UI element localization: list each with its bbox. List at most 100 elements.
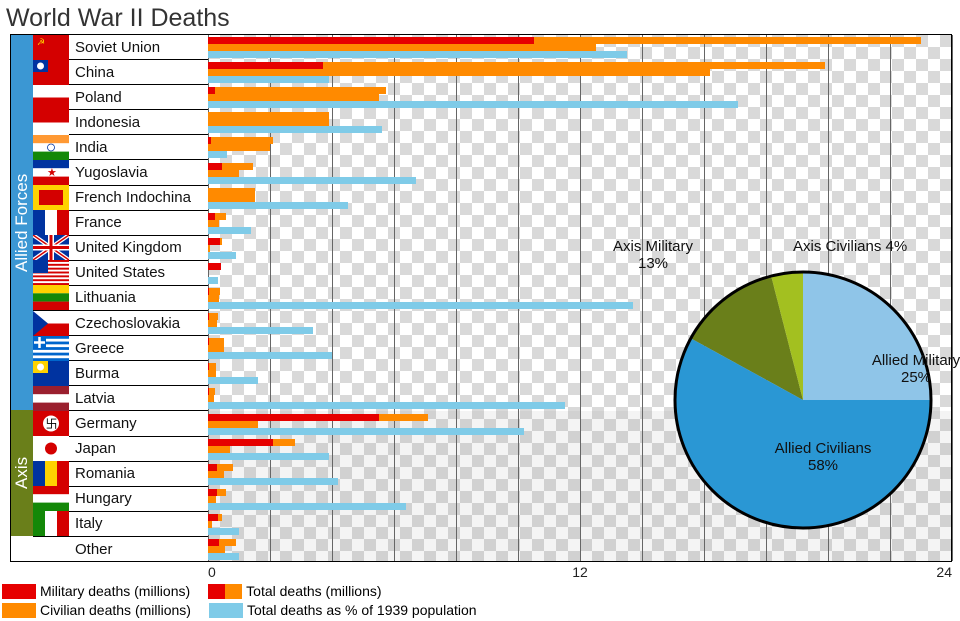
bar-military <box>208 464 217 471</box>
country-row: Other <box>33 537 208 562</box>
bar-pct <box>208 453 329 460</box>
bar-pct <box>208 327 313 334</box>
country-name: Greece <box>69 340 124 357</box>
bar-civilian <box>208 421 258 428</box>
bar-military <box>208 313 209 320</box>
country-row: Lithuania <box>33 286 208 311</box>
pie-label-axis-mil: Axis Military13% <box>593 238 713 272</box>
flag-icon: 卐 <box>33 411 69 436</box>
country-name: China <box>69 64 114 81</box>
axis-tick: 12 <box>572 564 588 580</box>
bar-civilian <box>208 245 210 252</box>
bar-military <box>208 137 211 144</box>
bar-civilian <box>208 546 225 553</box>
bar-total <box>208 87 386 94</box>
side-label-allied: Allied Forces <box>11 35 33 410</box>
bar-civilian <box>208 119 329 126</box>
bar-civilian <box>208 195 255 202</box>
bar-total <box>208 288 220 295</box>
country-name: Hungary <box>69 490 132 507</box>
pie-chart: Axis Military13% Axis Civilians 4% Allie… <box>663 260 943 540</box>
country-row: Latvia <box>33 386 208 411</box>
bar-pct <box>208 76 329 83</box>
axis-tick: 0 <box>208 564 216 580</box>
flag-icon <box>33 60 69 85</box>
bar-civilian <box>208 144 270 151</box>
svg-text:☭: ☭ <box>37 37 45 47</box>
bar-row <box>208 135 951 160</box>
bar-civilian <box>208 295 219 302</box>
flag-icon <box>33 486 69 511</box>
pie-label-allied-civ: Allied Civilians58% <box>758 440 888 474</box>
legend-label: Total deaths (millions) <box>246 583 381 599</box>
flag-icon <box>33 386 69 411</box>
side-label-axis: Axis <box>11 410 33 536</box>
bar-civilian <box>208 345 224 352</box>
pie-label-allied-mil: Allied Military25% <box>861 352 960 386</box>
bar-civilian <box>208 69 710 76</box>
bar-pct <box>208 402 565 409</box>
country-row: China <box>33 60 208 85</box>
flag-icon <box>33 511 69 536</box>
country-name: Poland <box>69 89 122 106</box>
bar-military <box>208 163 222 170</box>
legend: Military deaths (millions) Total deaths … <box>2 583 602 621</box>
flag-icon <box>33 361 69 386</box>
bar-pct <box>208 528 239 535</box>
bar-military <box>208 263 221 270</box>
pie-label-axis-civ: Axis Civilians 4% <box>793 238 907 255</box>
flag-icon <box>33 336 69 361</box>
country-name: French Indochina <box>69 189 191 206</box>
bar-pct <box>208 553 239 560</box>
chart-title: World War II Deaths <box>0 0 960 33</box>
country-row: France <box>33 211 208 236</box>
country-row: ☭ Soviet Union <box>33 35 208 60</box>
bar-civilian <box>208 94 379 101</box>
country-name: Soviet Union <box>69 39 160 56</box>
country-name: Romania <box>69 465 135 482</box>
bar-pct <box>208 177 416 184</box>
bar-total <box>208 313 218 320</box>
country-name: Lithuania <box>69 289 136 306</box>
legend-total: Total deaths (millions) <box>208 583 381 599</box>
country-row: Poland <box>33 85 208 110</box>
axis-tick: 24 <box>936 564 952 580</box>
bar-military <box>208 62 323 69</box>
bar-military <box>208 439 273 446</box>
flag-icon <box>33 210 69 235</box>
bar-military <box>208 338 209 345</box>
bar-pct <box>208 227 251 234</box>
bar-civilian <box>208 370 216 377</box>
country-row: Burma <box>33 361 208 386</box>
bar-civilian <box>208 521 212 528</box>
bar-military <box>208 414 379 421</box>
bar-total <box>208 112 329 119</box>
bar-military <box>208 213 215 220</box>
legend-civilian: Civilian deaths (millions) <box>2 602 191 618</box>
bar-military <box>208 288 209 295</box>
bar-civilian <box>208 446 230 453</box>
flag-icon <box>33 260 69 285</box>
bar-row <box>208 186 951 211</box>
bar-pct <box>208 302 633 309</box>
legend-label: Civilian deaths (millions) <box>40 602 191 618</box>
flag-icon <box>33 110 69 135</box>
bar-total <box>208 188 255 195</box>
bar-pct <box>208 377 258 384</box>
bar-pct <box>208 478 338 485</box>
country-row: United States <box>33 261 208 286</box>
bar-row <box>208 110 951 135</box>
bar-row <box>208 85 951 110</box>
bar-row <box>208 211 951 236</box>
bar-total <box>208 338 224 345</box>
flag-icon: ☭ <box>33 35 69 60</box>
bar-pct <box>208 503 406 510</box>
country-name: Czechoslovakia <box>69 315 180 332</box>
legend-label: Military deaths (millions) <box>40 583 190 599</box>
bar-civilian <box>208 220 219 227</box>
bar-military <box>208 87 215 94</box>
legend-military: Military deaths (millions) <box>2 583 190 599</box>
country-name: Japan <box>69 440 116 457</box>
legend-pct: Total deaths as % of 1939 population <box>209 602 477 618</box>
bar-row <box>208 161 951 186</box>
